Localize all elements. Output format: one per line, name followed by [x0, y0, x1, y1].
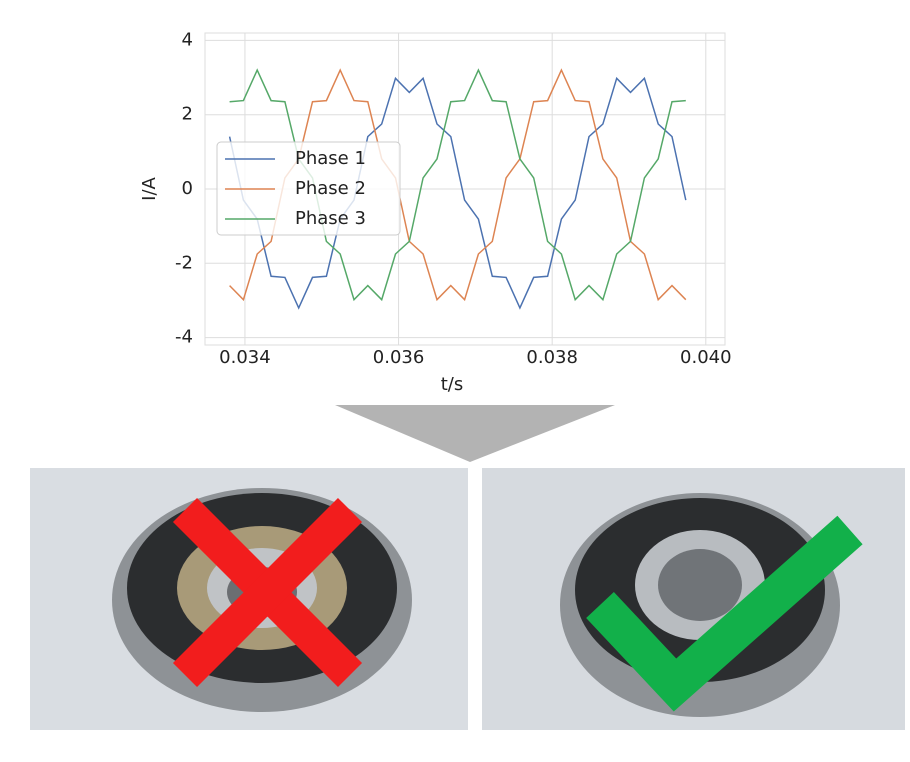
y-tick-label: -2: [175, 252, 193, 273]
x-tick-label: 0.040: [680, 347, 732, 368]
x-tick-label: 0.036: [373, 347, 425, 368]
bearing-bore: [658, 549, 742, 621]
x-tick-label: 0.038: [526, 347, 578, 368]
figure: -4 -2 0 2 4 0.034 0.036 0.038 0.040 Phase 1 Phase …: [0, 0, 910, 758]
legend-label: Phase 3: [295, 208, 366, 229]
x-tick-label: 0.034: [219, 347, 271, 368]
legend-label: Phase 1: [295, 148, 366, 169]
y-tick-label: 2: [182, 104, 193, 125]
faulty-bearing-photo: [30, 468, 468, 730]
legend-label: Phase 2: [295, 178, 366, 199]
x-axis-label: t/s: [441, 374, 464, 395]
healthy-bearing-photo: [482, 468, 905, 730]
y-axis-label: I/A: [139, 176, 160, 200]
arrow: [335, 405, 615, 462]
y-tick-label: 0: [182, 178, 193, 199]
y-tick-label: 4: [182, 29, 193, 50]
y-tick-label: -4: [175, 327, 193, 348]
